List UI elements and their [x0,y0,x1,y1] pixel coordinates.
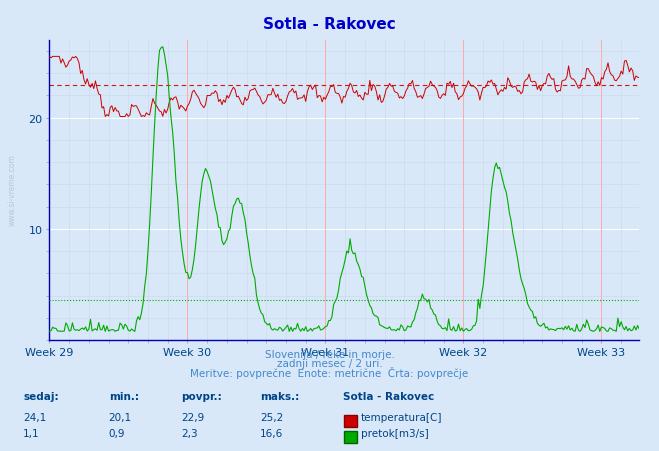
Text: maks.:: maks.: [260,391,300,401]
Text: 24,1: 24,1 [23,412,46,422]
Text: 1,1: 1,1 [23,428,40,438]
Text: min.:: min.: [109,391,139,401]
Text: 20,1: 20,1 [109,412,132,422]
Text: zadnji mesec / 2 uri.: zadnji mesec / 2 uri. [277,358,382,368]
Text: 2,3: 2,3 [181,428,198,438]
Text: 22,9: 22,9 [181,412,204,422]
Text: Sotla - Rakovec: Sotla - Rakovec [343,391,434,401]
Text: sedaj:: sedaj: [23,391,59,401]
Text: Meritve: povprečne  Enote: metrične  Črta: povprečje: Meritve: povprečne Enote: metrične Črta:… [190,366,469,378]
Text: 16,6: 16,6 [260,428,283,438]
Text: temperatura[C]: temperatura[C] [361,412,443,422]
Text: 0,9: 0,9 [109,428,125,438]
Text: pretok[m3/s]: pretok[m3/s] [361,428,429,438]
Text: Sotla - Rakovec: Sotla - Rakovec [263,17,396,32]
Text: povpr.:: povpr.: [181,391,222,401]
Text: 25,2: 25,2 [260,412,283,422]
Text: Slovenija / reke in morje.: Slovenija / reke in morje. [264,349,395,359]
Text: www.si-vreme.com: www.si-vreme.com [8,153,17,226]
